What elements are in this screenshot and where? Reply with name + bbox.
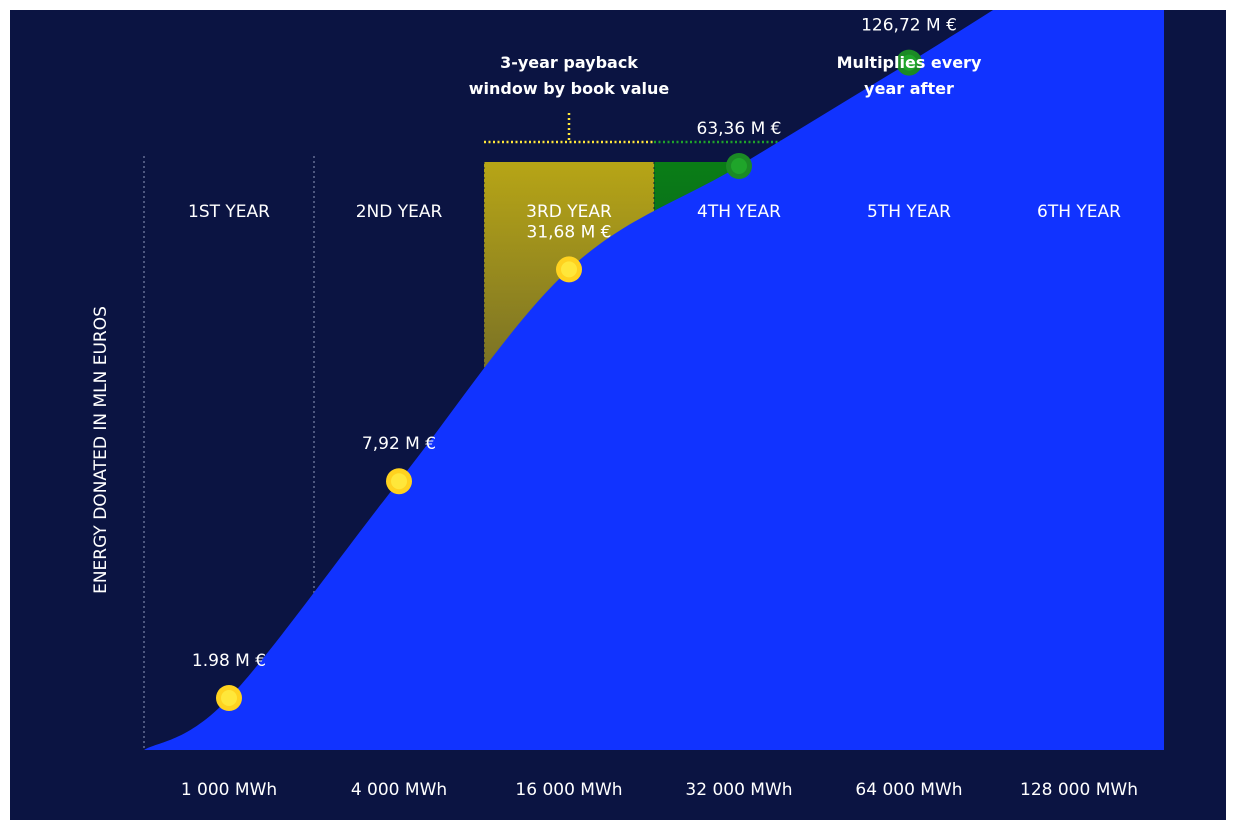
growth-annotation-line: year after	[864, 79, 954, 98]
energy-label: 32 000 MWh	[685, 780, 792, 800]
growth-annotation-line: Multiplies every	[837, 53, 982, 72]
year-label: 3RD YEAR	[526, 202, 612, 222]
value-label: 7,92 M €	[362, 434, 436, 454]
payback-annotation-line: 3-year payback	[500, 53, 638, 72]
value-label: 63,36 M €	[697, 119, 782, 139]
data-point	[221, 690, 237, 706]
y-axis-label: ENERGY DONATED IN MLN EUROS	[91, 306, 111, 594]
data-point	[731, 158, 747, 174]
energy-label: 128 000 MWh	[1020, 780, 1138, 800]
payback-annotation-line: window by book value	[469, 79, 670, 98]
data-point	[561, 261, 577, 278]
value-label: 126,72 M €	[861, 16, 957, 36]
year-label: 5TH YEAR	[867, 202, 951, 222]
year-label: 1ST YEAR	[188, 202, 270, 222]
payback-chart: 1ST YEAR 1.98 M € 1 000 MWh 2ND YEAR 7,92 M …	[91, 10, 1164, 800]
data-point	[391, 473, 407, 490]
year-label: 4TH YEAR	[697, 202, 781, 222]
energy-label: 64 000 MWh	[855, 780, 962, 800]
value-label: 1.98 M €	[192, 651, 266, 671]
energy-label: 1 000 MWh	[181, 780, 277, 800]
year-label: 6TH YEAR	[1037, 202, 1121, 222]
energy-label: 4 000 MWh	[351, 780, 447, 800]
year-label: 2ND YEAR	[356, 202, 443, 222]
value-label: 31,68 M €	[527, 222, 612, 242]
data-point	[901, 54, 917, 71]
value-area	[144, 10, 1164, 750]
energy-label: 16 000 MWh	[515, 780, 622, 800]
